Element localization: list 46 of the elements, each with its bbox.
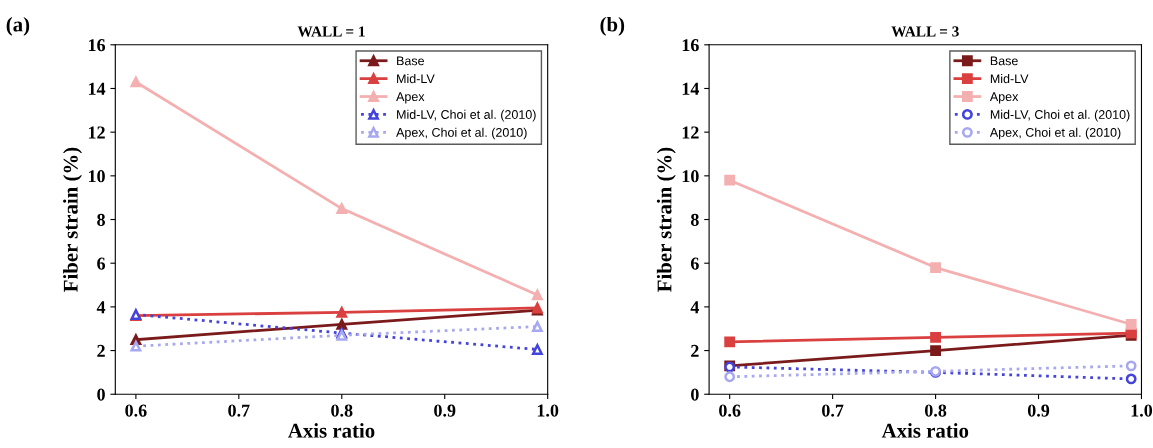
- y-tick-label: 10: [682, 170, 699, 183]
- x-tick-label: 0.7: [228, 404, 250, 417]
- y-tick-label: 0: [691, 388, 699, 401]
- y-tick-label: 16: [682, 39, 699, 52]
- y-tick-label: 4: [690, 301, 700, 314]
- legend-label: Mid-LV: [397, 73, 435, 84]
- y-tick-label: 14: [682, 82, 700, 95]
- chart-title: WALL = 3: [891, 26, 959, 37]
- x-tick-label: 1.0: [1131, 404, 1153, 417]
- legend-label: Base: [990, 56, 1018, 66]
- x-tick-label: 0.6: [125, 404, 147, 417]
- legend-label: Mid-LV, Choi et al. (2010): [990, 109, 1130, 122]
- text: (b): [600, 16, 625, 36]
- x-tick-label: 1.0: [537, 404, 559, 417]
- legend-label: Apex, Choi et al. (2010): [989, 127, 1121, 140]
- y-axis-title: Fiber strain (%): [63, 147, 82, 292]
- x-tick-label: 0.7: [822, 404, 844, 417]
- y-tick-label: 6: [97, 257, 106, 270]
- chart-title: WALL = 1: [297, 26, 365, 37]
- legend-label: Mid-LV: [990, 73, 1029, 84]
- y-tick-label: 10: [88, 170, 105, 183]
- y-tick-label: 2: [691, 344, 699, 357]
- y-tick-label: 14: [88, 82, 106, 95]
- y-axis-title: Fiber strain (%): [656, 147, 676, 292]
- x-tick-label: 0.6: [719, 404, 741, 417]
- legend-label: Apex: [989, 92, 1019, 104]
- legend-label: Base: [397, 56, 425, 66]
- x-tick-label: 0.8: [331, 404, 353, 417]
- x-tick-label: 0.9: [1027, 404, 1050, 417]
- y-tick-label: 2: [97, 344, 105, 357]
- x-tick-label: 0.9: [434, 404, 456, 417]
- y-tick-label: 16: [88, 39, 106, 52]
- y-tick-label: 12: [88, 126, 105, 139]
- y-tick-label: 12: [682, 126, 699, 139]
- legend-label: Apex, Choi et al. (2010): [396, 127, 527, 140]
- legend-label: Mid-LV, Choi et al. (2010): [397, 109, 536, 122]
- y-tick-label: 8: [97, 213, 105, 226]
- x-tick-label: 0.8: [924, 404, 947, 417]
- x-axis-title: Axis ratio: [881, 423, 969, 438]
- y-tick-label: 4: [96, 301, 106, 314]
- y-tick-label: 0: [97, 388, 105, 401]
- y-tick-label: 6: [690, 257, 699, 270]
- legend-label: Apex: [396, 92, 425, 104]
- text: (a): [6, 16, 30, 36]
- y-tick-label: 8: [690, 213, 699, 226]
- x-axis-title: Axis ratio: [288, 423, 375, 438]
